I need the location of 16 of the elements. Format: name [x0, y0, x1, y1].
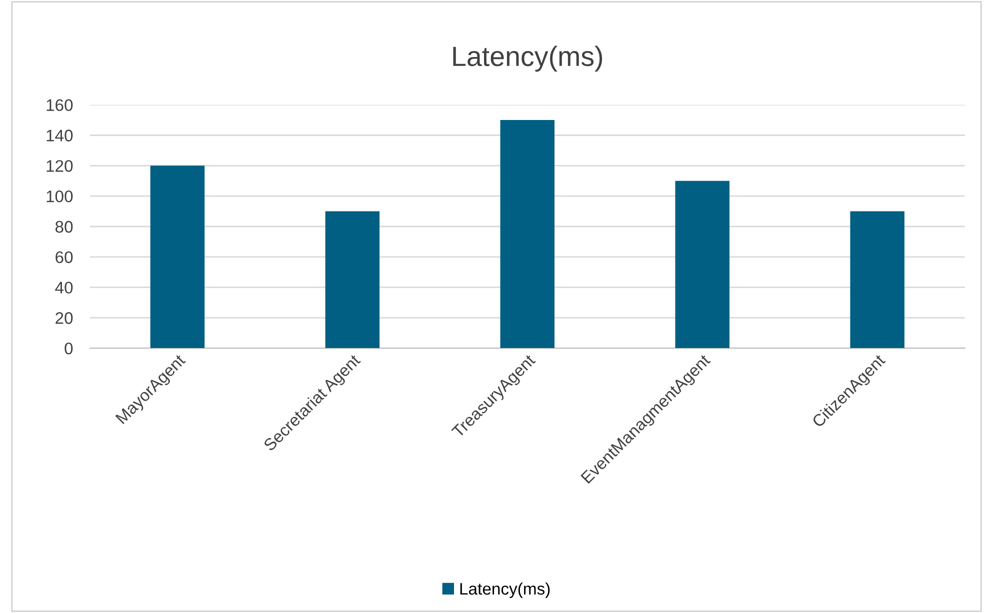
- y-tick-label: 120: [46, 160, 73, 172]
- bar: [325, 211, 380, 348]
- y-tick-label: 80: [55, 220, 73, 233]
- y-tick-label: 40: [55, 282, 73, 294]
- y-tick-label: 160: [46, 99, 73, 112]
- y-tick-label: 0: [64, 342, 73, 354]
- bar: [675, 180, 730, 348]
- legend-label: Latency(ms): [460, 582, 550, 598]
- y-tick-label: 20: [56, 312, 73, 324]
- bar: [500, 120, 554, 348]
- y-tick-label: 100: [46, 190, 73, 202]
- chart-title: Latency(ms): [453, 46, 602, 72]
- bar: [150, 166, 205, 348]
- bar: [850, 211, 904, 348]
- y-tick-label: 60: [56, 251, 73, 264]
- y-tick-label: 140: [46, 130, 73, 142]
